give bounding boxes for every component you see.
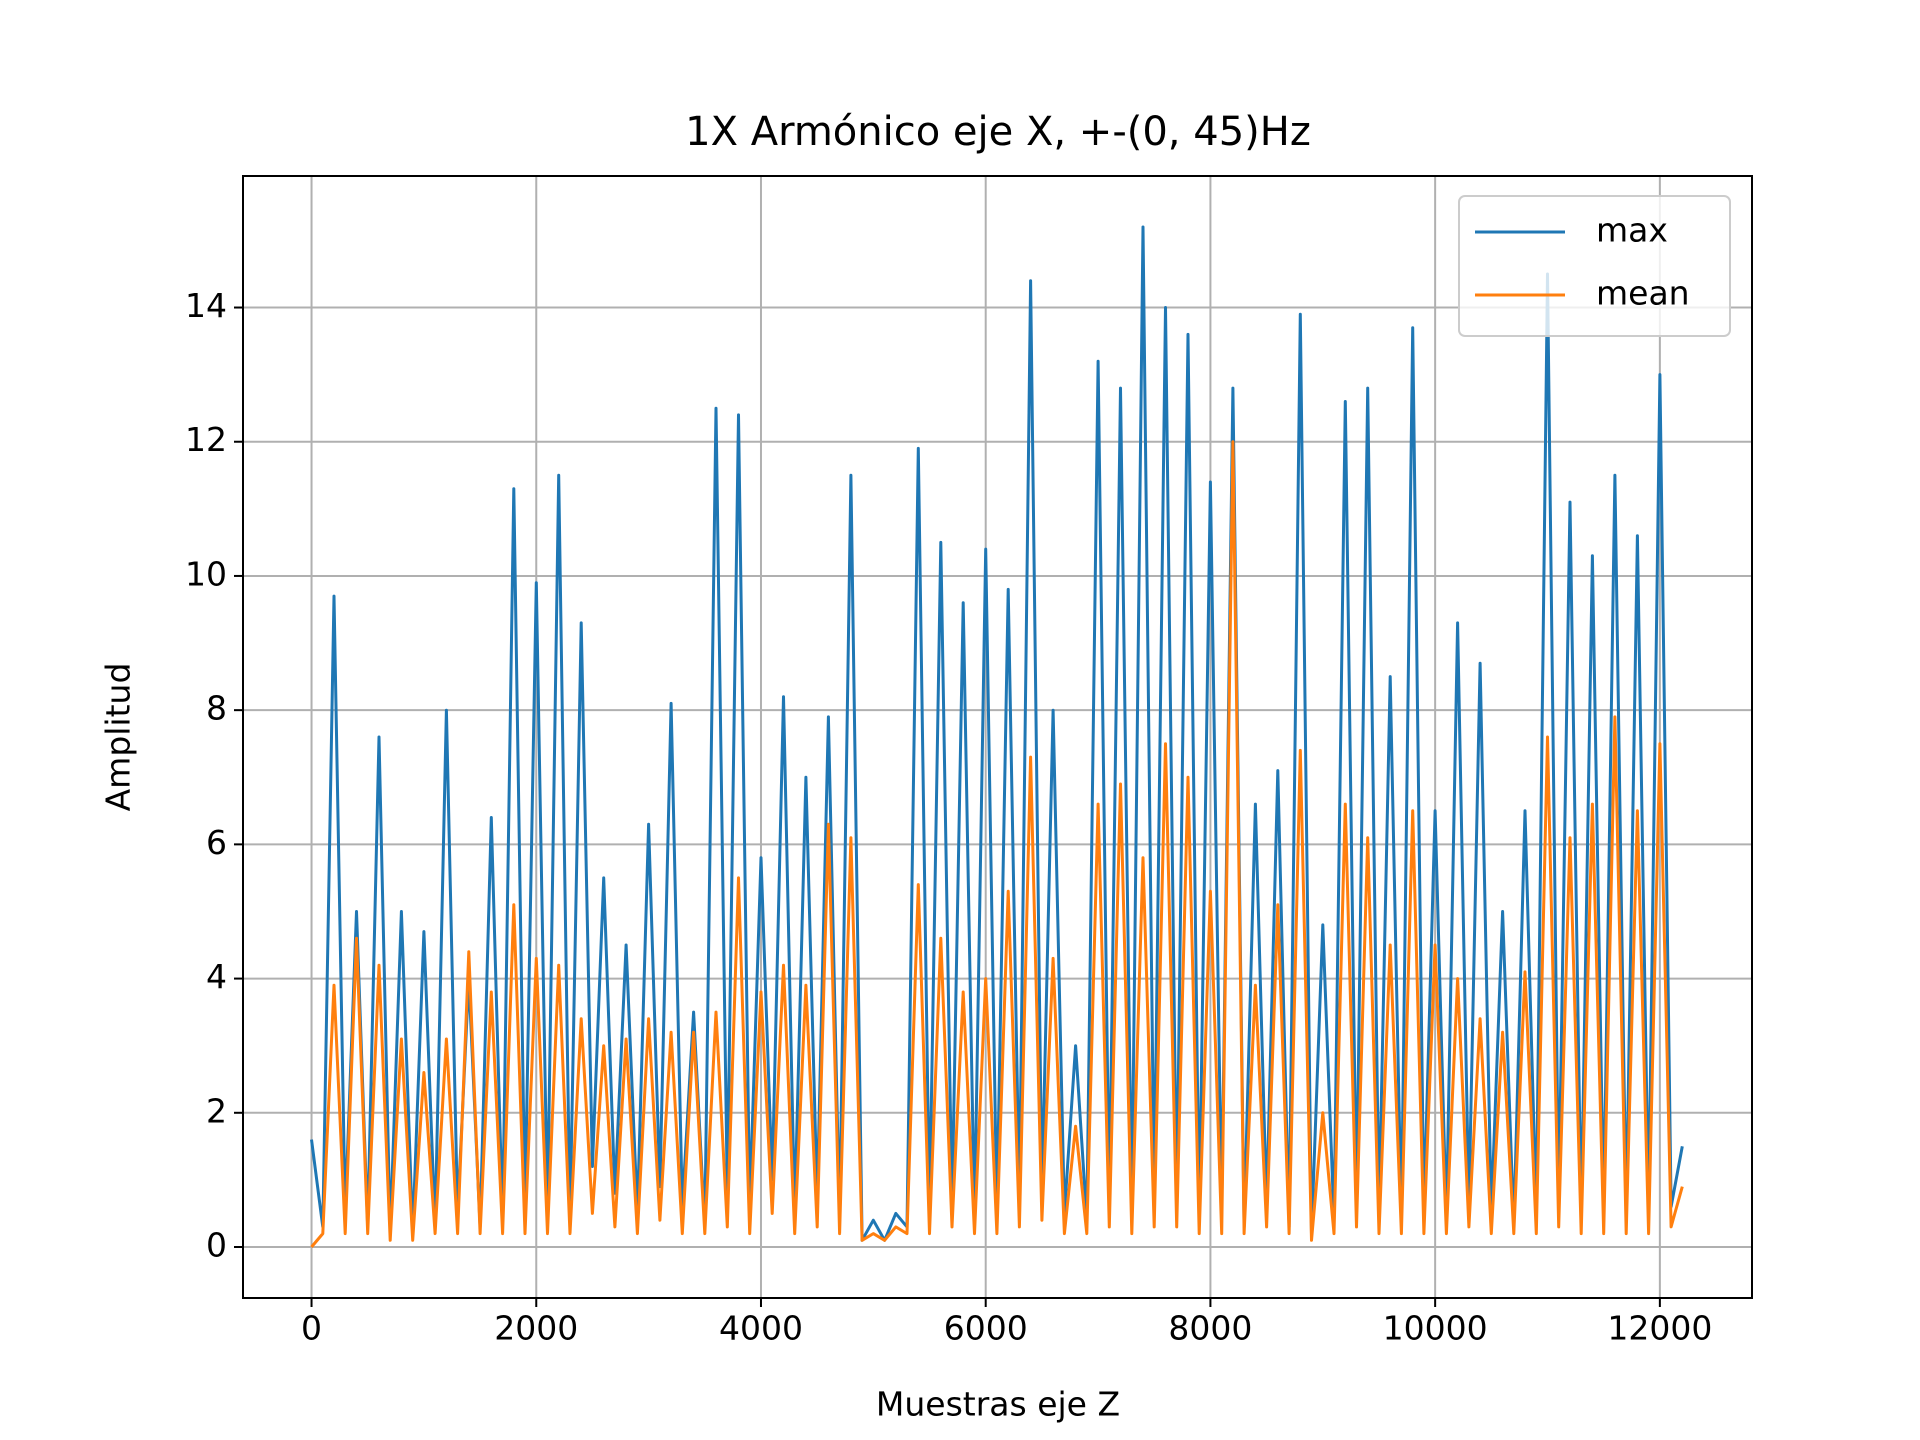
y-tick-label: 6 bbox=[206, 823, 227, 862]
x-tick-label: 6000 bbox=[944, 1309, 1028, 1348]
y-tick-label: 12 bbox=[185, 420, 227, 459]
legend-label: max bbox=[1596, 211, 1668, 250]
y-tick-label: 10 bbox=[185, 554, 227, 593]
legend-box bbox=[1458, 195, 1731, 337]
line-series bbox=[310, 440, 1684, 1248]
y-axis-label: Amplitud bbox=[99, 663, 138, 812]
plot-frame bbox=[242, 175, 1753, 1299]
y-tick-label: 0 bbox=[206, 1226, 227, 1265]
x-tick-label: 4000 bbox=[719, 1309, 803, 1348]
x-tick-label: 2000 bbox=[494, 1309, 578, 1348]
y-tick-label: 2 bbox=[206, 1091, 227, 1130]
x-axis-label: Muestras eje Z bbox=[876, 1385, 1120, 1424]
x-tick-label: 12000 bbox=[1607, 1309, 1712, 1348]
y-tick-label: 8 bbox=[206, 689, 227, 728]
y-tick-label: 4 bbox=[206, 957, 227, 996]
legend-label: mean bbox=[1596, 274, 1690, 313]
y-tick-label: 14 bbox=[185, 286, 227, 325]
x-tick-label: 0 bbox=[301, 1309, 322, 1348]
chart-title: 1X Armónico eje X, +-(0, 45)Hz bbox=[685, 109, 1311, 155]
x-tick-label: 8000 bbox=[1168, 1309, 1252, 1348]
x-tick-label: 10000 bbox=[1383, 1309, 1488, 1348]
